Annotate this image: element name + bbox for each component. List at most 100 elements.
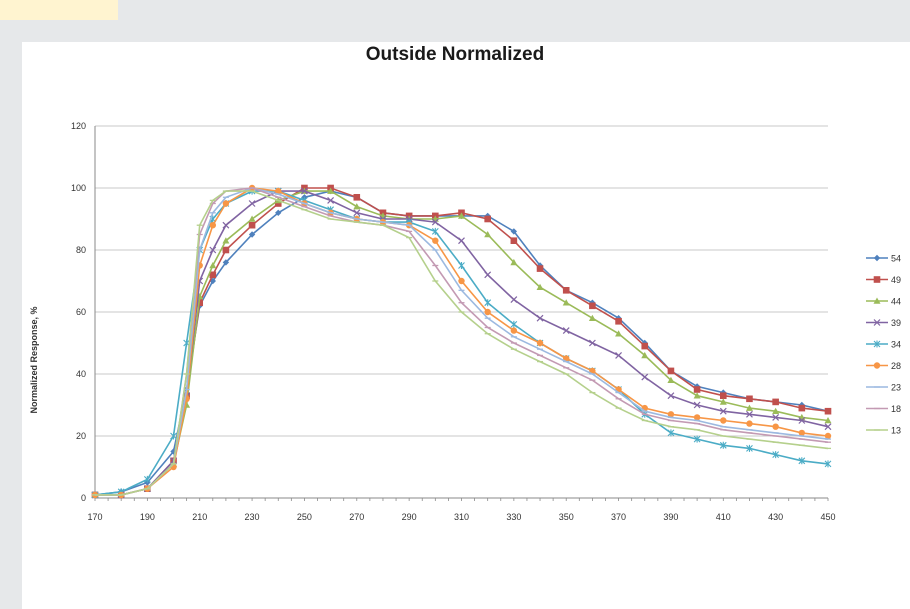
legend-marker <box>873 254 881 262</box>
y-tick-label: 80 <box>76 245 86 255</box>
data-point <box>222 246 230 254</box>
legend-marker <box>873 297 881 304</box>
x-tick-label: 310 <box>454 512 469 522</box>
x-tick-label: 390 <box>663 512 678 522</box>
data-point <box>431 227 439 235</box>
legend-label: 39 <box>891 318 901 328</box>
data-point <box>772 423 779 430</box>
data-point <box>667 411 675 418</box>
data-point <box>719 407 727 415</box>
data-point <box>824 417 832 424</box>
x-tick-label: 350 <box>559 512 574 522</box>
data-point <box>301 187 308 195</box>
data-point <box>327 196 335 204</box>
data-point <box>536 314 544 322</box>
data-point <box>248 231 256 238</box>
data-point <box>615 318 622 325</box>
data-point <box>484 308 491 316</box>
y-tick-label: 20 <box>76 431 86 441</box>
data-point <box>641 351 649 359</box>
legend-marker <box>873 319 881 326</box>
legend-label: 18 <box>891 404 901 414</box>
x-tick-label: 330 <box>506 512 521 522</box>
data-point <box>615 330 623 337</box>
legend-label: 13 <box>891 426 901 436</box>
data-point <box>510 296 518 304</box>
data-point <box>562 287 570 294</box>
data-point <box>222 200 230 207</box>
data-point <box>772 407 780 414</box>
x-tick-label: 290 <box>402 512 417 522</box>
x-tick-label: 270 <box>349 512 364 522</box>
data-point <box>824 460 832 468</box>
data-point <box>248 221 256 229</box>
y-tick-label: 120 <box>71 121 86 131</box>
data-point <box>209 271 217 279</box>
data-point <box>248 215 256 222</box>
data-point <box>693 392 701 399</box>
y-tick-label: 40 <box>76 369 86 379</box>
x-tick-label: 250 <box>297 512 312 522</box>
data-point <box>588 314 596 321</box>
legend-label: 54 <box>891 254 901 264</box>
y-tick-label: 60 <box>76 307 86 317</box>
x-tick-label: 450 <box>820 512 835 522</box>
data-point <box>458 262 465 269</box>
data-point <box>719 398 727 405</box>
y-axis-title: Normalized Response, % <box>29 306 39 414</box>
data-point <box>824 432 832 440</box>
data-point <box>746 395 753 403</box>
legend-label: 49 <box>891 275 901 285</box>
chart-panel <box>22 42 910 609</box>
data-point <box>536 339 544 347</box>
data-point <box>772 451 780 459</box>
corner-tab <box>0 0 118 20</box>
data-point <box>798 429 806 437</box>
legend-marker <box>873 276 881 283</box>
x-tick-label: 210 <box>192 512 207 522</box>
data-point <box>615 351 622 359</box>
data-point <box>745 404 753 411</box>
data-point <box>484 231 492 238</box>
data-point <box>641 373 649 381</box>
data-point <box>353 203 361 210</box>
data-point <box>562 327 570 335</box>
data-point <box>431 218 439 226</box>
data-point <box>667 392 675 400</box>
data-point <box>798 457 806 465</box>
data-point <box>798 404 806 412</box>
data-point <box>667 429 675 437</box>
data-point <box>209 262 217 269</box>
data-point <box>143 475 151 483</box>
data-point <box>327 187 335 194</box>
data-point <box>824 407 832 415</box>
data-point <box>693 386 701 393</box>
x-tick-label: 230 <box>245 512 260 522</box>
data-point <box>562 299 570 306</box>
data-point <box>458 277 465 285</box>
data-point <box>170 432 177 440</box>
series-line-23 <box>95 187 829 496</box>
data-point <box>746 420 753 427</box>
data-point <box>209 222 217 229</box>
data-point <box>275 209 282 216</box>
data-point <box>772 413 780 421</box>
data-point <box>222 259 230 266</box>
x-tick-label: 430 <box>768 512 783 522</box>
data-point <box>458 212 465 219</box>
x-tick-label: 410 <box>716 512 731 522</box>
legend-label: 34 <box>891 340 901 350</box>
data-point <box>510 258 518 266</box>
data-point <box>588 339 596 347</box>
data-point <box>484 271 492 279</box>
data-point <box>641 342 649 350</box>
data-point <box>222 221 230 229</box>
data-point <box>798 417 806 424</box>
data-point <box>275 187 282 195</box>
data-point <box>432 237 439 244</box>
x-tick-label: 190 <box>140 512 155 522</box>
data-point <box>719 392 727 399</box>
data-point <box>484 299 492 307</box>
legend-marker <box>873 340 881 348</box>
